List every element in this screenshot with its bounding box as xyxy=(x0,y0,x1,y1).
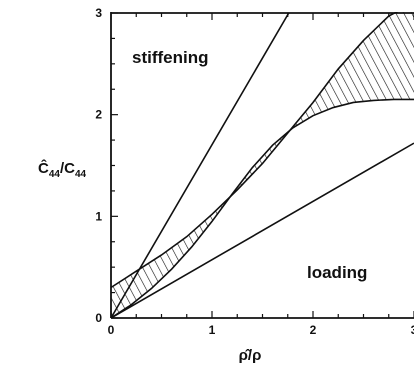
x-tick-label: 0 xyxy=(108,323,115,337)
y-tick-label: 1 xyxy=(95,209,102,223)
y-tick-label: 2 xyxy=(95,108,102,122)
y-axis-title: Ĉ44/C44 xyxy=(38,159,87,180)
series-line-4 xyxy=(110,12,399,289)
stiffening-label: stiffening xyxy=(132,48,209,67)
axes: 0 1 2 3 0 1 2 3 xyxy=(95,6,414,337)
x-axis-title: ρ̂/ρ xyxy=(239,347,262,364)
loading-label: loading xyxy=(307,263,367,282)
y-tick-label: 0 xyxy=(95,311,102,325)
x-tick-label: 1 xyxy=(209,323,216,337)
series-line-3 xyxy=(110,98,414,318)
hatched-region xyxy=(111,12,414,318)
x-tick-label: 3 xyxy=(411,323,414,337)
ticks: 0 1 2 3 0 1 2 3 xyxy=(95,6,414,337)
x-tick-label: 2 xyxy=(310,323,317,337)
y-tick-label: 3 xyxy=(95,6,102,20)
series-line-2 xyxy=(110,142,414,318)
series-line-1 xyxy=(110,12,290,318)
